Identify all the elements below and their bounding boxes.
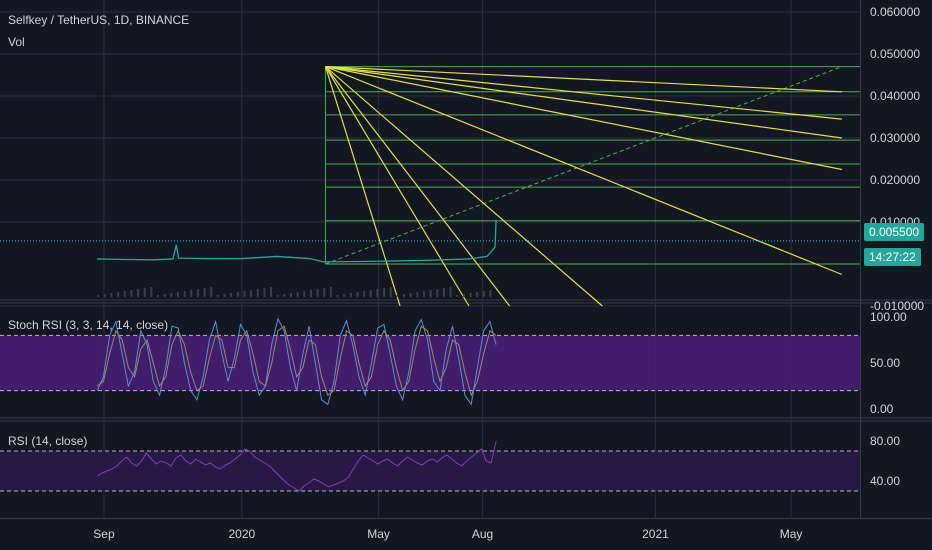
fan-line-5 <box>325 66 603 307</box>
volume-bar <box>157 295 160 297</box>
volume-bar <box>103 294 106 297</box>
x-tick-label-3: Aug <box>472 527 493 541</box>
volume-bar <box>170 293 173 297</box>
volume-bar <box>469 293 472 297</box>
price-tick-label-4: 0.020000 <box>870 173 920 187</box>
volume-bar <box>369 290 372 297</box>
volume-bar <box>143 288 146 297</box>
fan-line-2 <box>325 66 843 139</box>
volume-bar <box>416 292 419 297</box>
volume-bar <box>383 288 386 297</box>
x-tick-label-0: Sep <box>93 527 115 541</box>
volume-bar <box>210 287 213 297</box>
volume-bar <box>376 289 379 297</box>
rsi-title: RSI (14, close) <box>8 434 88 448</box>
volume-bar <box>150 287 153 297</box>
rsi-line <box>96 440 497 492</box>
rsi-tick-label-1: 40.00 <box>870 474 900 488</box>
stoch-rsi-title: Stoch RSI (3, 3, 14, 14, close) <box>8 318 169 332</box>
volume-bar <box>196 289 199 297</box>
volume-bar <box>263 288 266 297</box>
fan-line-0 <box>325 66 842 93</box>
fan-line-4 <box>325 66 843 276</box>
volume-bar <box>343 294 346 297</box>
price-tick-label-2: 0.040000 <box>870 89 920 103</box>
volume-bar <box>429 290 432 297</box>
fan-line-7 <box>324 66 470 307</box>
volume-bar <box>130 290 133 297</box>
volume-bar <box>163 294 166 297</box>
volume-label: Vol <box>8 35 25 49</box>
countdown-tag: 14:27:22 <box>864 248 921 266</box>
stoch-K-line <box>96 317 497 406</box>
stoch-D-line <box>96 325 497 397</box>
volume-bar <box>436 289 439 297</box>
volume-bar <box>396 295 399 297</box>
fan-line-1 <box>325 66 842 120</box>
price-tick-label-1: 0.050000 <box>870 47 920 61</box>
volume-bar <box>250 290 253 297</box>
volume-bar <box>482 291 485 297</box>
volume-bar <box>456 295 459 297</box>
price-tick-label-7: -0.010000 <box>870 299 924 313</box>
x-tick-label-5: May <box>780 527 803 541</box>
volume-bar <box>270 287 273 297</box>
volume-bar <box>303 291 306 297</box>
volume-bar <box>117 292 120 297</box>
volume-bar <box>403 294 406 297</box>
rsi-band <box>0 451 860 491</box>
price-tick-label-0: 0.060000 <box>870 5 920 19</box>
volume-bar <box>323 288 326 297</box>
volume-bar <box>316 289 319 297</box>
x-tick-label-2: May <box>367 527 390 541</box>
fan-line-6 <box>324 66 511 307</box>
stoch-tick-label-1: 50.00 <box>870 356 900 370</box>
volume-bar <box>349 293 352 297</box>
volume-bar <box>462 294 465 297</box>
volume-bar <box>230 293 233 297</box>
volume-bar <box>442 288 445 297</box>
volume-bar <box>283 294 286 297</box>
volume-bar <box>389 287 392 297</box>
volume-bar <box>409 293 412 297</box>
volume-bar <box>489 290 492 297</box>
volume-bar <box>243 291 246 297</box>
volume-bar <box>110 293 113 297</box>
volume-bar <box>137 289 140 297</box>
volume-bar <box>476 292 479 297</box>
volume-bar <box>216 295 219 297</box>
volume-bar <box>309 290 312 297</box>
volume-bar <box>336 295 339 297</box>
volume-bar <box>256 289 259 297</box>
volume-bar <box>183 291 186 297</box>
rsi-tick-label-0: 80.00 <box>870 434 900 448</box>
price-tick-label-3: 0.030000 <box>870 131 920 145</box>
x-tick-label-1: 2020 <box>228 527 255 541</box>
stoch-tick-label-2: 0.00 <box>870 402 894 416</box>
fan-diagonal <box>325 66 843 265</box>
volume-bar <box>449 287 452 297</box>
symbol-title: Selfkey / TetherUS, 1D, BINANCE <box>8 13 190 27</box>
volume-bar <box>356 292 359 297</box>
last-price-tag: 0.005500 <box>864 223 925 241</box>
price-series-line <box>97 219 497 263</box>
x-tick-label-4: 2021 <box>642 527 669 541</box>
volume-bar <box>296 292 299 297</box>
volume-bar <box>123 291 126 297</box>
volume-bar <box>422 291 425 297</box>
volume-bar <box>190 290 193 297</box>
volume-bar <box>329 287 332 297</box>
volume-bar <box>276 295 279 297</box>
volume-bar <box>176 292 179 297</box>
volume-bar <box>290 293 293 297</box>
volume-bar <box>97 295 100 297</box>
volume-bar <box>203 288 206 297</box>
fan-line-8 <box>324 66 401 307</box>
volume-bar <box>363 291 366 297</box>
volume-bar <box>236 292 239 297</box>
volume-bar <box>223 294 226 297</box>
fan-line-3 <box>325 66 843 171</box>
stoch-tick-label-0: 100.00 <box>870 310 907 324</box>
